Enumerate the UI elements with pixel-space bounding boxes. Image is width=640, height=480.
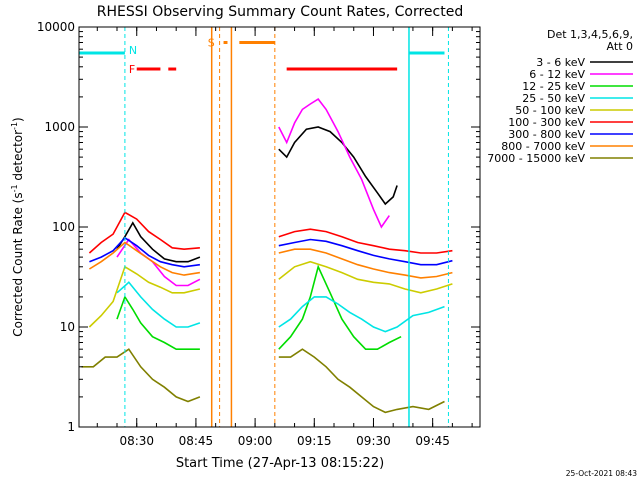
- y-tick-label: 100: [52, 220, 75, 234]
- series-line-5-seg2: [278, 260, 453, 294]
- chart-title: RHESSI Observing Summary Count Rates, Co…: [97, 4, 463, 20]
- y-axis-label: Corrected Count Rate (s-1 detector-1): [10, 117, 25, 336]
- y-axis-label-exp-1: -1: [10, 184, 19, 192]
- series-line-3-seg2: [278, 264, 402, 351]
- y-tick-label: 1: [67, 420, 75, 434]
- series-line-3-seg1: [116, 295, 200, 351]
- legend-label: 800 - 7000 keV: [501, 140, 585, 153]
- legend-label: 300 - 800 keV: [508, 128, 585, 141]
- series-line-6-seg2: [278, 228, 453, 254]
- x-tick-label: 09:15: [297, 434, 332, 448]
- y-tick-label: 1000: [44, 120, 75, 134]
- y-axis-label-exp-2: -1: [10, 122, 19, 130]
- y-axis-label-part-3: ): [11, 117, 25, 122]
- y-tick-label: 10: [60, 320, 75, 334]
- legend-label: 12 - 25 keV: [522, 80, 585, 93]
- series-line-9-seg1: [81, 348, 201, 403]
- x-axis-label: Start Time (27-Apr-13 08:15:22): [176, 456, 384, 471]
- flag-label-n: N: [129, 44, 137, 57]
- y-tick-label: 10000: [37, 20, 75, 34]
- legend-header-line-2: Att 0: [607, 40, 633, 53]
- x-tick-label: 09:45: [415, 434, 450, 448]
- legend-header-line-1: Det 1,3,4,5,6,9,: [547, 28, 633, 41]
- series-line-8-seg2: [278, 248, 453, 279]
- legend-label: 7000 - 15000 keV: [487, 152, 585, 165]
- y-axis-label-part-1: Corrected Count Rate (s: [11, 192, 25, 336]
- series-line-2-seg2: [278, 98, 390, 229]
- series-line-5-seg1: [88, 265, 201, 328]
- flag-label-f: F: [129, 63, 135, 76]
- chart-marks: NFS: [79, 27, 453, 427]
- series-line-4-seg2: [278, 296, 445, 333]
- series-line-7-seg2: [278, 238, 453, 266]
- legend-label: 25 - 50 keV: [522, 92, 585, 105]
- series-line-1-seg1: [116, 221, 201, 263]
- legend-label: 6 - 12 keV: [529, 68, 585, 81]
- legend-label: 50 - 100 keV: [515, 104, 585, 117]
- x-tick-label: 09:30: [356, 434, 391, 448]
- y-axis-label-part-2: detector: [11, 130, 25, 185]
- x-tick-label: 08:45: [179, 434, 214, 448]
- x-tick-label: 08:30: [119, 434, 154, 448]
- x-tick-label: 09:00: [238, 434, 273, 448]
- series-line-8-seg1: [88, 241, 201, 276]
- series-line-4-seg1: [116, 281, 201, 328]
- series-line-9-seg2: [278, 348, 445, 414]
- legend-label: 100 - 300 keV: [508, 116, 585, 129]
- series-line-7-seg1: [89, 236, 201, 268]
- footer-date: 25-Oct-2021 08:43: [566, 469, 637, 478]
- chart-axes: 1 10 100 1000 10000 08:30 08:45 09:00 09:15 09:30…: [37, 20, 480, 448]
- legend-label: 3 - 6 keV: [536, 56, 585, 69]
- series-line-6-seg1: [88, 211, 200, 254]
- series-line-1-seg2: [278, 126, 398, 206]
